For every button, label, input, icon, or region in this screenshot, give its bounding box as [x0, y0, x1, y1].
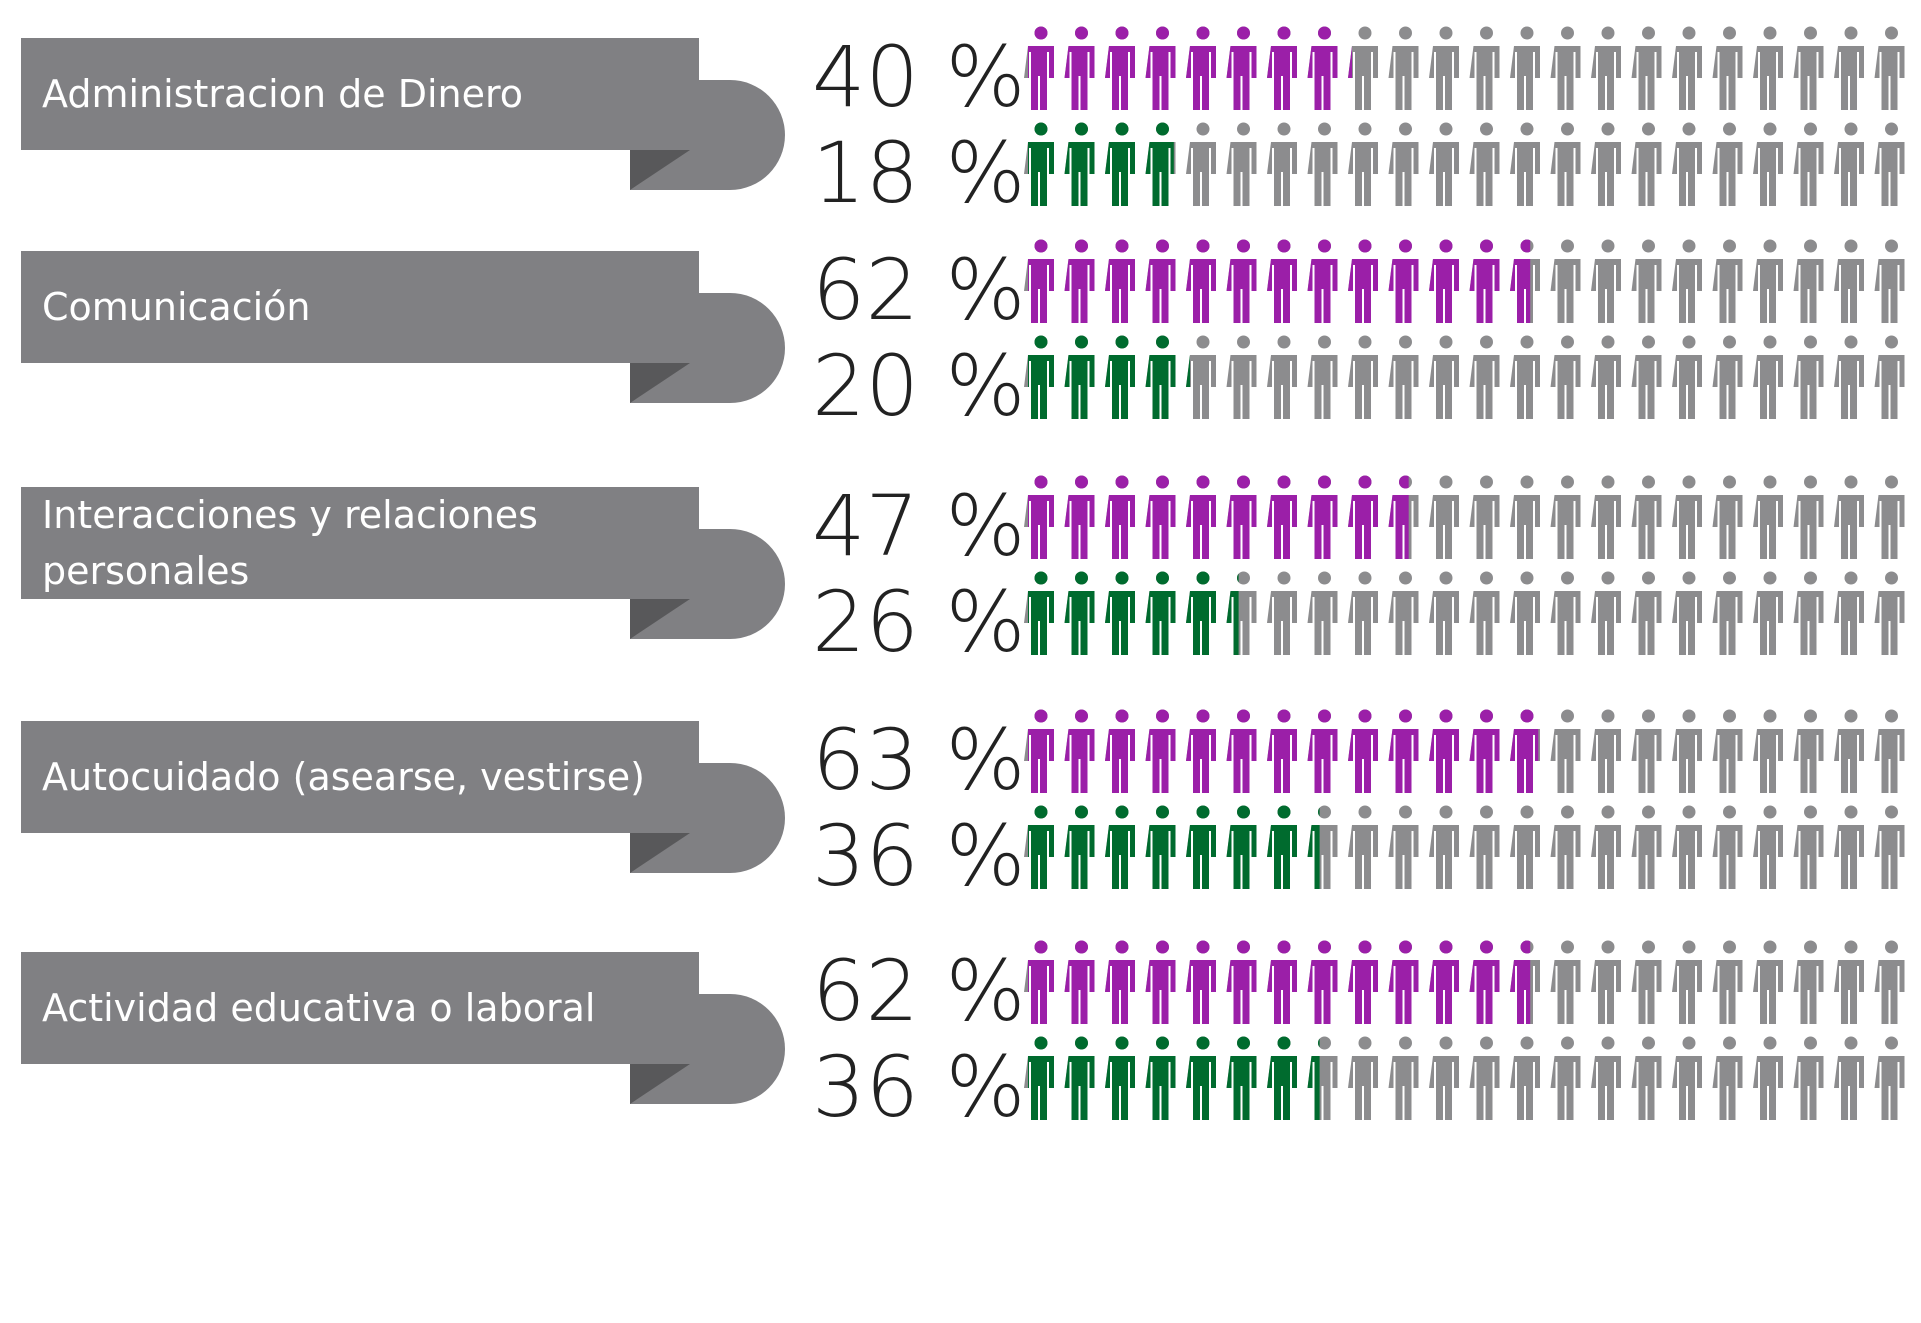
- value-label: 47 %: [812, 477, 1025, 575]
- banner: [21, 251, 699, 363]
- value-label: 62 %: [812, 942, 1025, 1040]
- category-block: Interacciones y relaciones personales 47 %…: [21, 475, 1905, 671]
- value-label: 63 %: [812, 711, 1025, 809]
- category-block: Administracion de Dinero 40 %18 %: [21, 26, 1905, 222]
- empty-icons: [1024, 335, 1905, 419]
- filled-icons: [1028, 1036, 1320, 1120]
- value-label: 62 %: [812, 241, 1025, 339]
- filled-icons: [1028, 122, 1174, 206]
- value-label: 26 %: [812, 573, 1025, 671]
- filled-icons: [1028, 571, 1239, 655]
- value-label: 20 %: [812, 337, 1025, 435]
- filled-icons: [1028, 475, 1409, 559]
- banner: [21, 38, 699, 150]
- filled-icons: [1028, 709, 1539, 793]
- value-label: 18 %: [812, 124, 1025, 222]
- value-label: 36 %: [812, 807, 1025, 905]
- filled-icons: [1028, 940, 1531, 1024]
- banner-fold: [630, 599, 690, 639]
- category-block: Autocuidado (asearse, vestirse) 63 %36 %: [21, 709, 1905, 905]
- category-label: Interacciones y relaciones: [42, 493, 538, 537]
- empty-icons: [1024, 571, 1905, 655]
- category-label: Autocuidado (asearse, vestirse): [42, 755, 645, 799]
- banner-fold: [630, 150, 690, 190]
- category-label: personales: [42, 549, 249, 593]
- filled-icons: [1028, 239, 1531, 323]
- value-label: 36 %: [812, 1038, 1025, 1136]
- category-block: Comunicación 62 %20 %: [21, 239, 1905, 435]
- category-block: Actividad educativa o laboral 62 %36 %: [21, 940, 1905, 1136]
- banner-fold: [630, 363, 690, 403]
- banner: [21, 487, 699, 599]
- banner: [21, 721, 699, 833]
- category-label: Comunicación: [42, 285, 311, 329]
- category-label: Actividad educativa o laboral: [42, 986, 595, 1030]
- banner-fold: [630, 833, 690, 873]
- empty-icons: [1024, 122, 1905, 206]
- banner: [21, 952, 699, 1064]
- filled-icons: [1028, 26, 1352, 110]
- value-label: 40 %: [812, 28, 1025, 126]
- category-label: Administracion de Dinero: [42, 72, 523, 116]
- filled-icons: [1028, 335, 1190, 419]
- banner-fold: [630, 1064, 690, 1104]
- filled-icons: [1028, 805, 1320, 889]
